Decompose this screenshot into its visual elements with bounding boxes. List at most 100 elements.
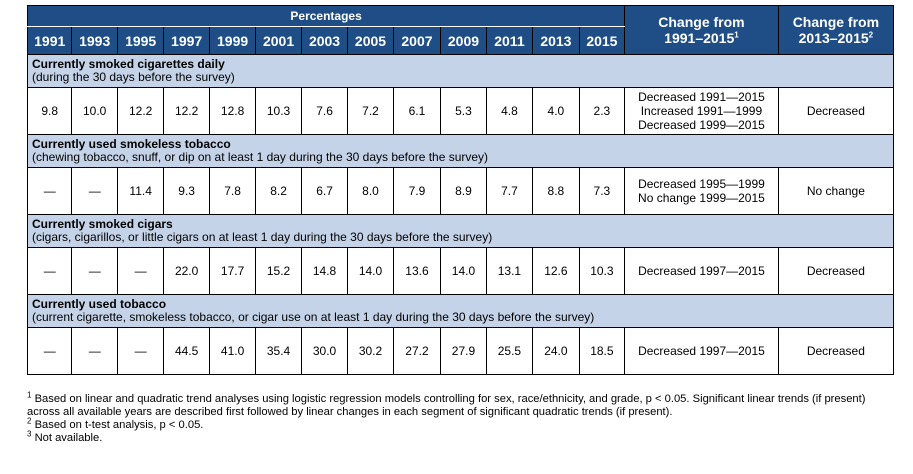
- value-cell: 9.8: [26, 87, 73, 135]
- trend-table-container: Percentages Change from 1991–20151 Chang…: [26, 5, 895, 375]
- year-header: 1997: [163, 26, 210, 55]
- section-title: Currently smoked cigarettes daily: [32, 57, 225, 71]
- section-subtitle: (during the 30 days before the survey): [32, 70, 235, 84]
- change-short-cell: Decreased: [777, 87, 895, 135]
- year-header: 2001: [255, 26, 302, 55]
- value-cell: 12.8: [208, 87, 257, 135]
- change-long-line: Decreased 1997—2015: [638, 344, 765, 358]
- value-cell: 7.9: [392, 167, 442, 215]
- value-cell: 8.2: [255, 167, 302, 215]
- value-cell: 27.9: [440, 327, 487, 375]
- value-cell: 27.2: [392, 327, 442, 375]
- value-cell: —: [26, 327, 73, 375]
- change-short-footnote-mark: 2: [868, 30, 874, 40]
- change-short-label: Change from: [792, 14, 880, 30]
- value-cell: 8.8: [532, 167, 580, 215]
- value-cell: 8.0: [347, 167, 394, 215]
- value-cell: —: [116, 327, 165, 375]
- value-cell: 25.5: [485, 327, 534, 375]
- value-cell: 13.6: [392, 247, 442, 295]
- footnote: 2 Based on t-test analysis, p < 0.05.: [27, 417, 897, 432]
- change-long-line: Decreased 1997—2015: [638, 264, 765, 278]
- value-cell: 30.2: [347, 327, 394, 375]
- change-long-line: Decreased 1991—2015: [638, 90, 765, 104]
- footnote-mark: 3: [27, 429, 32, 439]
- value-cell: 10.0: [71, 87, 118, 135]
- value-cell: —: [26, 167, 73, 215]
- change-short-range: 2013–2015: [798, 30, 869, 46]
- value-cell: 4.8: [485, 87, 534, 135]
- value-cell: 12.6: [532, 247, 580, 295]
- value-cell: 13.1: [485, 247, 534, 295]
- year-header: 2007: [392, 26, 442, 55]
- section-subtitle: (current cigarette, smokeless tobacco, o…: [32, 310, 595, 324]
- value-cell: 12.2: [163, 87, 210, 135]
- value-cell: 7.3: [578, 167, 626, 215]
- value-cell: 18.5: [578, 327, 626, 375]
- trend-table: Percentages Change from 1991–20151 Chang…: [26, 5, 895, 375]
- section-header: Currently used smokeless tobacco (chewing…: [27, 134, 894, 168]
- change-short-cell: Decreased: [777, 247, 895, 295]
- value-cell: 9.3: [163, 167, 210, 215]
- value-cell: 7.2: [347, 87, 394, 135]
- value-cell: 5.3: [440, 87, 487, 135]
- section-header: Currently smoked cigars (cigars, cigarill…: [27, 214, 894, 248]
- change-long-footnote-mark: 1: [734, 30, 739, 40]
- value-cell: 17.7: [208, 247, 257, 295]
- section-header: Currently used tobacco (current cigarette…: [27, 294, 894, 328]
- section-header-row: Currently used tobacco (current cigarette…: [27, 294, 894, 328]
- value-cell: 14.8: [300, 247, 349, 295]
- footnote-mark: 1: [27, 390, 32, 400]
- value-cell: 10.3: [255, 87, 302, 135]
- value-cell: 6.7: [300, 167, 349, 215]
- footnote: 1 Based on linear and quadratic trend an…: [27, 390, 897, 419]
- change-long-line: Decreased 1999—2015: [638, 118, 765, 132]
- value-cell: 44.5: [163, 327, 210, 375]
- section-title: Currently used smokeless tobacco: [32, 137, 231, 151]
- footnote-text: Based on t-test analysis, p < 0.05.: [34, 419, 204, 431]
- change-short-cell: No change: [777, 167, 895, 215]
- year-header-row: 1991 1993 1995 1997 1999 2001 2003 2005 2007 2009…: [26, 26, 894, 55]
- value-cell: 10.3: [578, 247, 626, 295]
- value-cell: 7.7: [485, 167, 534, 215]
- year-header: 1999: [208, 26, 257, 55]
- change-long-label: Change from: [658, 14, 745, 30]
- value-cell: 30.0: [300, 327, 349, 375]
- section-header-row: Currently used smokeless tobacco (chewing…: [27, 134, 894, 168]
- change-long-header: Change from 1991–20151: [624, 5, 779, 55]
- table-row: — — —22.0 17.7 15.2 14.8 14.0 13.6 14.0 13.1 12.6 1…: [26, 247, 895, 295]
- value-cell: 41.0: [208, 327, 257, 375]
- table-row: — —11.4 9.3 7.8 8.2 6.7 8.0 7.9 8.9 7.7 8.8 7.3 Decr…: [26, 167, 895, 215]
- footnotes: 1 Based on linear and quadratic trend an…: [27, 390, 897, 445]
- year-header: 2011: [485, 26, 534, 55]
- change-long-cell: Decreased 1995—1999 No change 1999—2015: [624, 167, 779, 215]
- footnote: 3 Not available.: [27, 429, 897, 445]
- value-cell: 7.8: [208, 167, 257, 215]
- value-cell: 2.3: [578, 87, 626, 135]
- value-cell: —: [71, 327, 118, 375]
- year-header: 2009: [440, 26, 487, 55]
- change-long-cell: Decreased 1991—2015 Increased 1991—1999 De…: [624, 87, 779, 135]
- change-short-header: Change from 2013–20152: [777, 5, 895, 55]
- year-header: 1991: [26, 26, 73, 55]
- change-long-line: Decreased 1995—1999: [638, 177, 765, 191]
- year-header: 2003: [300, 26, 349, 55]
- section-title: Currently used tobacco: [32, 297, 167, 311]
- year-header: 1995: [116, 26, 165, 55]
- section-header: Currently smoked cigarettes daily (during…: [27, 54, 894, 88]
- value-cell: 14.0: [440, 247, 487, 295]
- value-cell: 35.4: [255, 327, 302, 375]
- value-cell: —: [71, 167, 118, 215]
- year-header: 2015: [578, 26, 626, 55]
- change-long-cell: Decreased 1997—2015: [624, 327, 779, 375]
- section-header-row: Currently smoked cigarettes daily (during…: [27, 54, 894, 88]
- value-cell: 4.0: [532, 87, 580, 135]
- value-cell: 11.4: [116, 167, 165, 215]
- change-long-range: 1991–2015: [664, 30, 735, 46]
- value-cell: 8.9: [440, 167, 487, 215]
- change-long-line: Increased 1991—1999: [640, 104, 763, 118]
- value-cell: 6.1: [392, 87, 442, 135]
- value-cell: 12.2: [116, 87, 165, 135]
- value-cell: 24.0: [532, 327, 580, 375]
- section-subtitle: (chewing tobacco, snuff, or dip on at le…: [32, 150, 489, 164]
